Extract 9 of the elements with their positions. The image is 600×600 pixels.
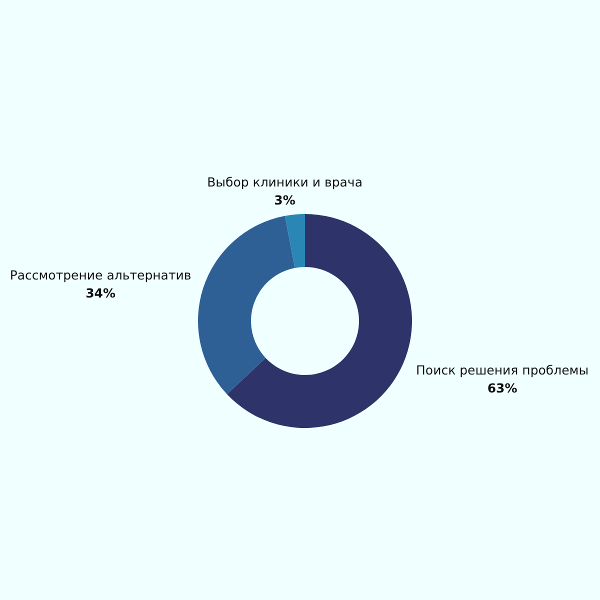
donut-slice <box>284 214 305 268</box>
slice-label: Рассмотрение альтернатив <box>10 267 192 282</box>
slice-label: Поиск решения проблемы <box>416 362 589 378</box>
data-label: 3% <box>274 192 296 208</box>
slice-label: Выбор клиники и врача <box>207 174 362 190</box>
data-label: 63% <box>487 380 518 396</box>
data-label: 34% <box>86 285 116 300</box>
donut-slice <box>227 214 412 428</box>
donut-slice <box>198 216 295 394</box>
